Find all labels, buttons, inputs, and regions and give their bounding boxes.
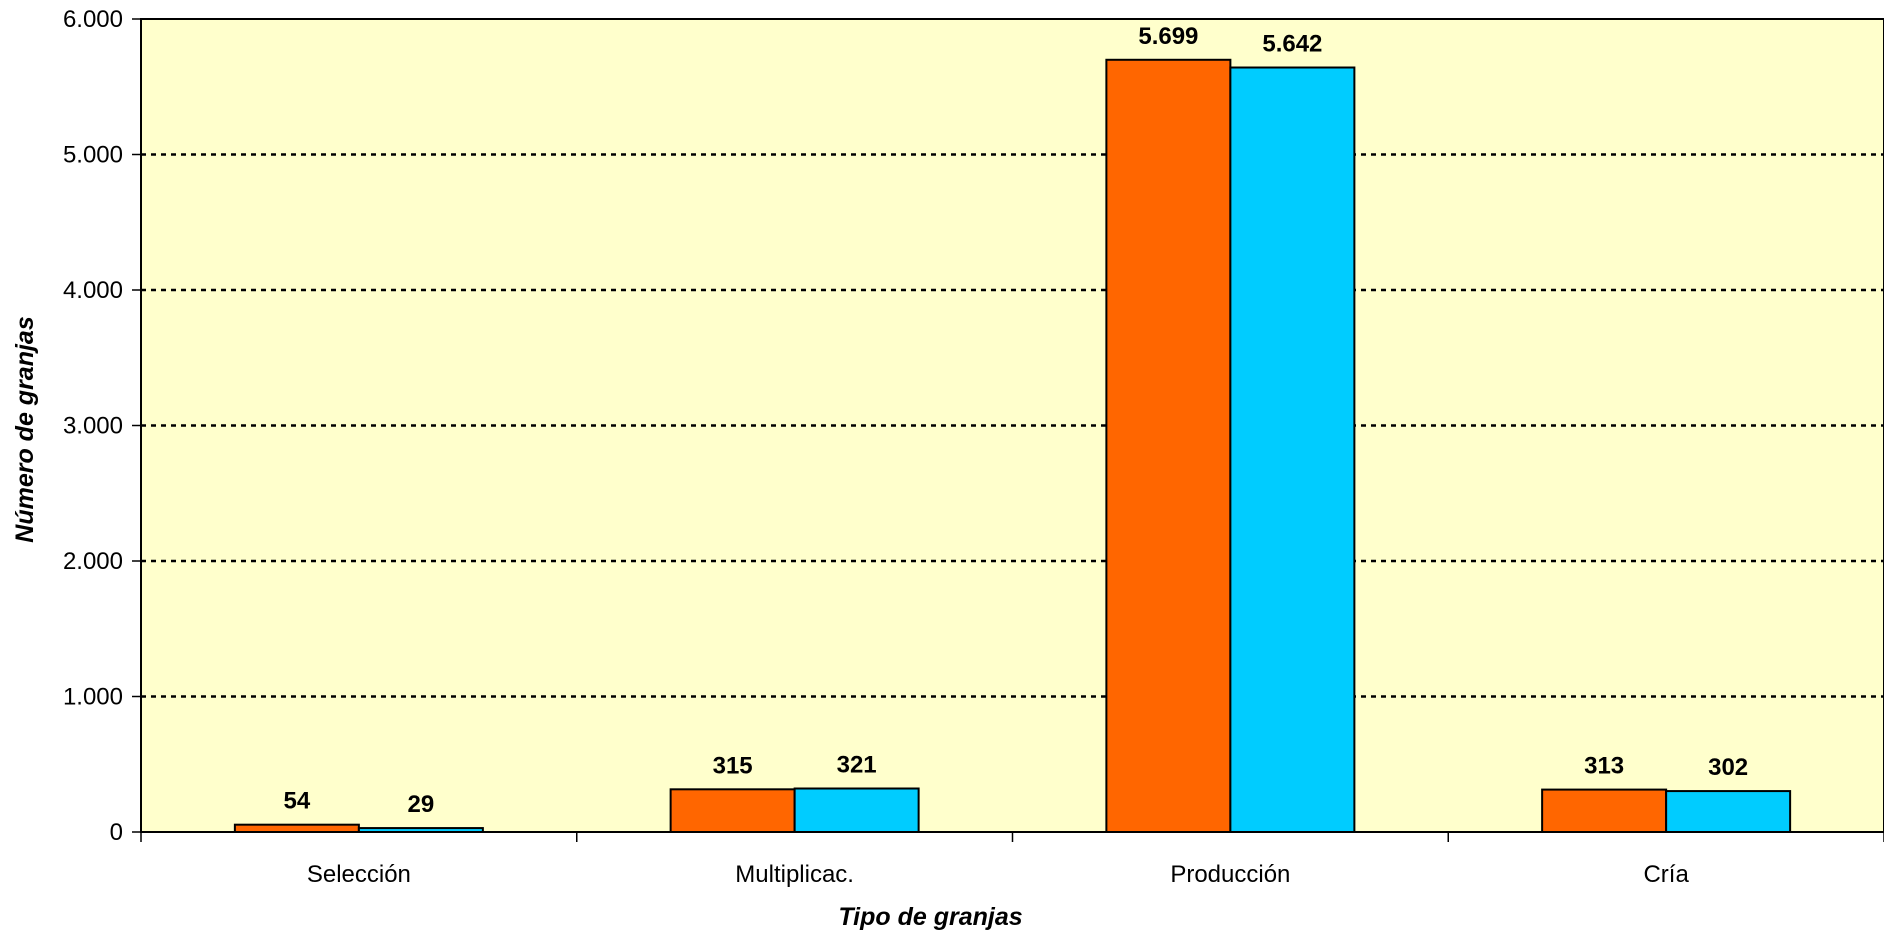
data-label: 5.699 xyxy=(1138,23,1198,50)
data-label: 321 xyxy=(837,752,877,779)
data-label: 29 xyxy=(408,791,435,818)
bar xyxy=(793,787,920,834)
x-tick-label: Multiplicac. xyxy=(735,861,854,888)
bar xyxy=(1105,58,1232,833)
data-label: 315 xyxy=(713,752,753,779)
y-tick-label: 1.000 xyxy=(63,684,123,711)
y-tick-label: 0 xyxy=(110,819,123,846)
data-label: 313 xyxy=(1584,753,1624,780)
bar xyxy=(1229,66,1356,834)
x-tick-label: Producción xyxy=(1170,861,1290,888)
data-label: 5.642 xyxy=(1262,31,1322,58)
x-tick-label: Cría xyxy=(1643,861,1689,888)
bar xyxy=(1665,790,1792,833)
data-label: 302 xyxy=(1708,754,1748,781)
gridlines xyxy=(141,153,1884,698)
y-axis-title: Número de granjas xyxy=(11,316,39,543)
bar xyxy=(1541,788,1668,833)
x-axis-title: Tipo de granjas xyxy=(838,903,1022,931)
bar xyxy=(233,823,360,833)
labels: 0 1.000 2.000 3.000 4.000 5.000 6.000 54 29 Selec… xyxy=(63,6,1748,888)
y-tick-label: 5.000 xyxy=(63,142,123,169)
y-tick-label: 3.000 xyxy=(63,413,123,440)
y-tick-label: 4.000 xyxy=(63,277,123,304)
bars xyxy=(233,58,1792,834)
y-tick-label: 2.000 xyxy=(63,548,123,575)
bar xyxy=(669,788,796,834)
axes xyxy=(132,18,1884,842)
y-tick-label: 6.000 xyxy=(63,6,123,33)
data-label: 54 xyxy=(284,788,311,815)
x-tick-label: Selección xyxy=(307,861,411,888)
